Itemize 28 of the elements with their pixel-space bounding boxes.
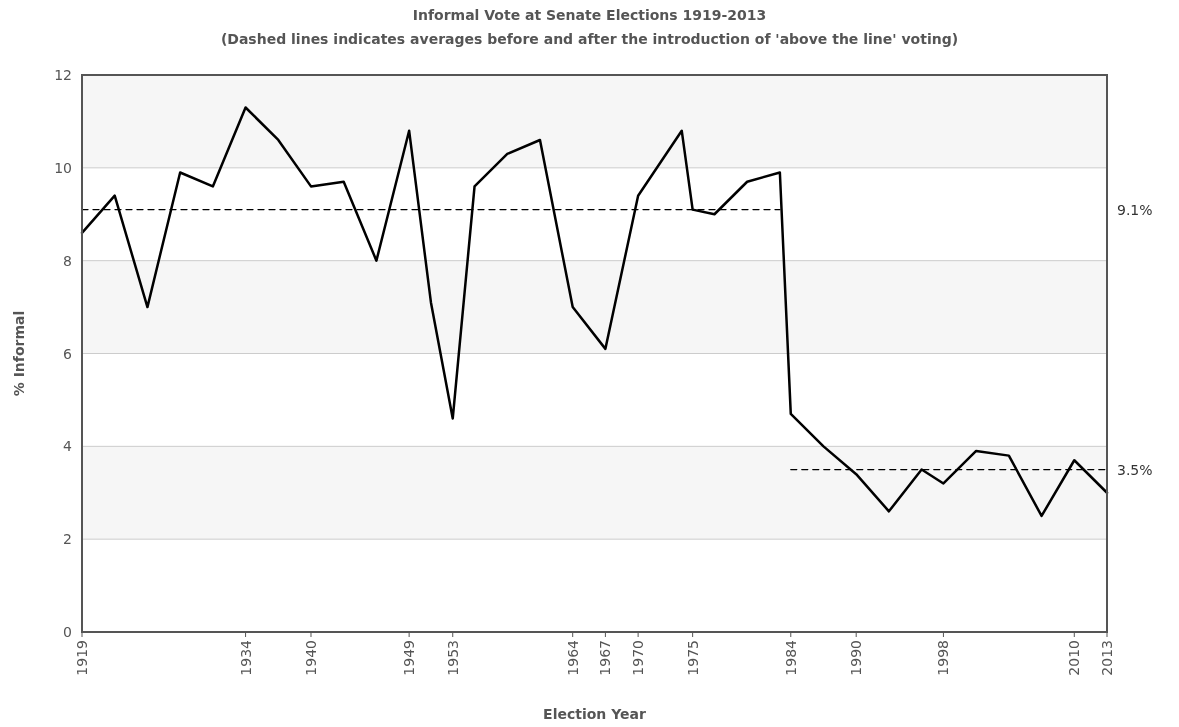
- x-tick-label: 1953: [444, 640, 461, 676]
- x-tick-label: 1990: [848, 640, 865, 676]
- chart-subtitle: (Dashed lines indicates averages before and after the introduction of 'above the line' voting): [220, 31, 959, 47]
- x-tick-label: 1934: [237, 639, 254, 676]
- x-tick-label: 1964: [564, 639, 581, 676]
- x-tick-label: 2013: [1099, 640, 1115, 676]
- y-tick-label: 8: [63, 252, 72, 269]
- text: 3.5%: [1117, 461, 1153, 478]
- line-series: [80, 106, 1109, 518]
- x-tick-label: 2010: [1066, 640, 1083, 676]
- y-tick-label: 4: [63, 438, 73, 455]
- x-tick-label: 1998: [935, 640, 952, 676]
- x-tick-label: 1919: [74, 640, 90, 676]
- y-tick-label: 2: [63, 531, 72, 548]
- x-tick-label: 1940: [302, 640, 319, 676]
- x-tick-label: 1984: [782, 639, 799, 676]
- y-tick-label: 6: [63, 345, 73, 362]
- x-tick-label: 1975: [684, 640, 701, 676]
- text: 9.1%: [1117, 201, 1153, 218]
- y-tick-label: 12: [54, 67, 72, 83]
- y-axis-title: % Informal: [11, 310, 27, 397]
- y-tick-label: 10: [54, 159, 72, 176]
- x-tick-label: 1970: [630, 640, 647, 676]
- chart-title: Informal Vote at Senate Elections 1919-2013: [412, 7, 767, 23]
- x-tick-label: 1967: [597, 640, 614, 676]
- y-tick-label: 0: [63, 624, 72, 640]
- x-tick-label: 1949: [401, 640, 418, 676]
- x-axis-title: Election Year: [543, 706, 646, 722]
